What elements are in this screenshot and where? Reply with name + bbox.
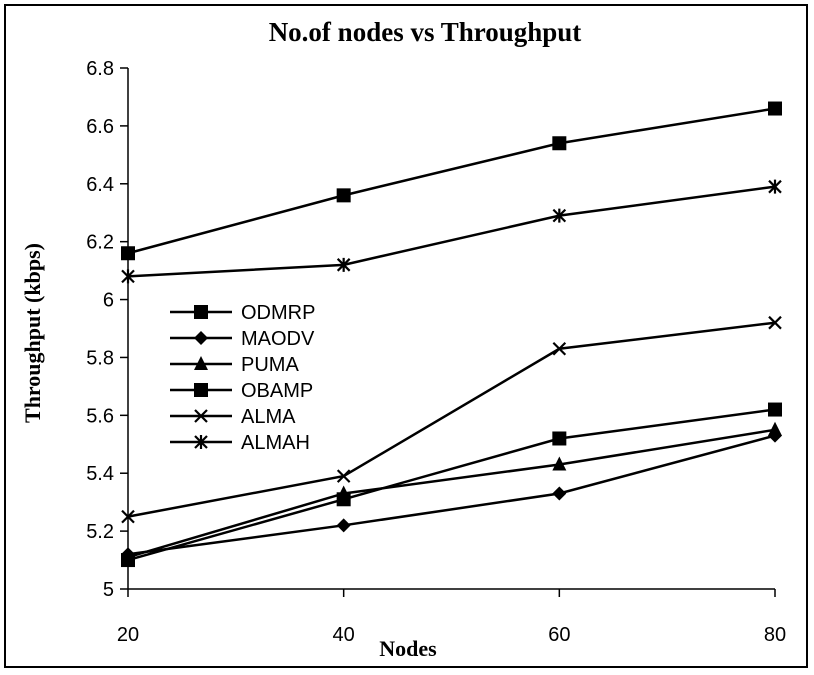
diamond-marker-shape — [336, 518, 351, 533]
data-point-maodv — [552, 486, 567, 501]
y-tick-label: 5 — [103, 579, 114, 601]
data-point-alma — [121, 509, 135, 524]
y-tick-label: 5.4 — [86, 463, 114, 485]
y-tick-label: 6.6 — [86, 116, 114, 138]
y-tick-label: 5.6 — [86, 405, 114, 427]
y-tick-label: 6.8 — [86, 58, 114, 80]
triangle-marker-shape — [194, 356, 208, 370]
y-tick-label: 5.2 — [86, 521, 114, 543]
series-almah — [121, 179, 782, 284]
asterisk-marker-shape — [768, 179, 782, 194]
data-point-obamp — [768, 402, 782, 417]
y-tick-label: 5.8 — [86, 347, 114, 369]
y-tick-label: 6.4 — [86, 174, 114, 196]
series-line-obamp — [127, 408, 776, 562]
series-layer — [121, 101, 782, 568]
legend-label-maodv: MAODV — [241, 328, 315, 350]
data-point-puma — [552, 456, 567, 471]
series-line-alma — [127, 321, 776, 518]
square-marker-shape — [336, 492, 351, 507]
square-marker-shape — [194, 305, 208, 319]
x-tick-label: 60 — [548, 624, 570, 646]
data-point-odmrp — [552, 136, 567, 151]
square-marker-shape — [121, 553, 135, 568]
diamond-marker-shape — [552, 486, 567, 501]
x-tick-label: 20 — [117, 624, 139, 646]
data-point-obamp — [336, 492, 351, 507]
asterisk-marker-shape — [121, 269, 135, 284]
data-point-odmrp — [121, 246, 135, 261]
asterisk-marker-shape — [336, 257, 351, 272]
y-tick-label: 6 — [103, 290, 114, 312]
series-obamp — [121, 402, 782, 568]
legend-label-alma: ALMA — [241, 406, 296, 428]
legend-label-almah: ALMAH — [241, 432, 310, 454]
x-marker-shape — [121, 509, 135, 524]
square-marker-shape — [768, 402, 782, 417]
data-point-alma — [552, 341, 567, 356]
data-point-odmrp — [336, 188, 351, 203]
legend-marker-puma — [194, 356, 208, 370]
data-point-alma — [768, 315, 782, 330]
x-marker-shape — [552, 341, 567, 356]
data-point-odmrp — [768, 101, 782, 116]
legend-item-obamp: OBAMP — [170, 380, 313, 402]
square-marker-shape — [121, 246, 135, 261]
x-marker-shape — [194, 409, 208, 423]
asterisk-marker-shape — [552, 208, 567, 223]
square-marker-shape — [336, 188, 351, 203]
legend-item-alma: ALMA — [170, 406, 296, 428]
series-line-odmrp — [127, 107, 776, 255]
legend: ODMRP MAODV PUMA OBAMP ALMA ALMAH — [170, 302, 315, 454]
x-marker-shape — [336, 469, 351, 483]
legend-item-almah: ALMAH — [170, 432, 310, 454]
series-line-almah — [127, 185, 776, 278]
square-marker-shape — [552, 431, 567, 446]
data-point-almah — [336, 257, 351, 272]
data-point-almah — [768, 179, 782, 194]
series-odmrp — [121, 101, 782, 261]
x-tick-label: 40 — [333, 624, 355, 646]
data-point-almah — [121, 269, 135, 284]
legend-label-obamp: OBAMP — [241, 380, 313, 402]
data-point-puma — [768, 421, 782, 436]
legend-item-maodv: MAODV — [170, 328, 315, 350]
series-alma — [121, 315, 782, 524]
chart-title: No.of nodes vs Throughput — [269, 17, 582, 47]
asterisk-marker-shape — [194, 435, 208, 449]
series-maodv — [121, 428, 782, 562]
legend-item-odmrp: ODMRP — [170, 302, 315, 324]
x-tick-label: 80 — [764, 624, 786, 646]
x-marker-shape — [768, 315, 782, 330]
legend-marker-alma — [194, 409, 208, 423]
series-line-maodv — [127, 434, 776, 556]
series-line-puma — [127, 428, 776, 559]
y-tick-label: 6.2 — [86, 232, 114, 254]
axes: 5 5.2 5.4 5.6 5.8 6 6.2 6.4 6.6 6.8 20 40 60 80 — [86, 58, 786, 646]
data-point-obamp — [552, 431, 567, 446]
legend-item-puma: PUMA — [170, 354, 299, 376]
legend-label-odmrp: ODMRP — [241, 302, 315, 324]
data-point-alma — [336, 469, 351, 483]
data-point-maodv — [336, 518, 351, 533]
data-point-obamp — [121, 553, 135, 568]
legend-marker-maodv — [194, 331, 208, 345]
triangle-marker-shape — [552, 456, 567, 471]
legend-marker-odmrp — [194, 305, 208, 319]
y-axis-label: Throughput (kbps) — [20, 243, 45, 423]
x-axis-label: Nodes — [379, 636, 437, 661]
triangle-marker-shape — [768, 421, 782, 436]
legend-marker-obamp — [194, 383, 208, 397]
data-point-almah — [552, 208, 567, 223]
square-marker-shape — [768, 101, 782, 116]
square-marker-shape — [194, 383, 208, 397]
legend-marker-almah — [194, 435, 208, 449]
diamond-marker-shape — [194, 331, 208, 345]
legend-label-puma: PUMA — [241, 354, 299, 376]
square-marker-shape — [552, 136, 567, 151]
